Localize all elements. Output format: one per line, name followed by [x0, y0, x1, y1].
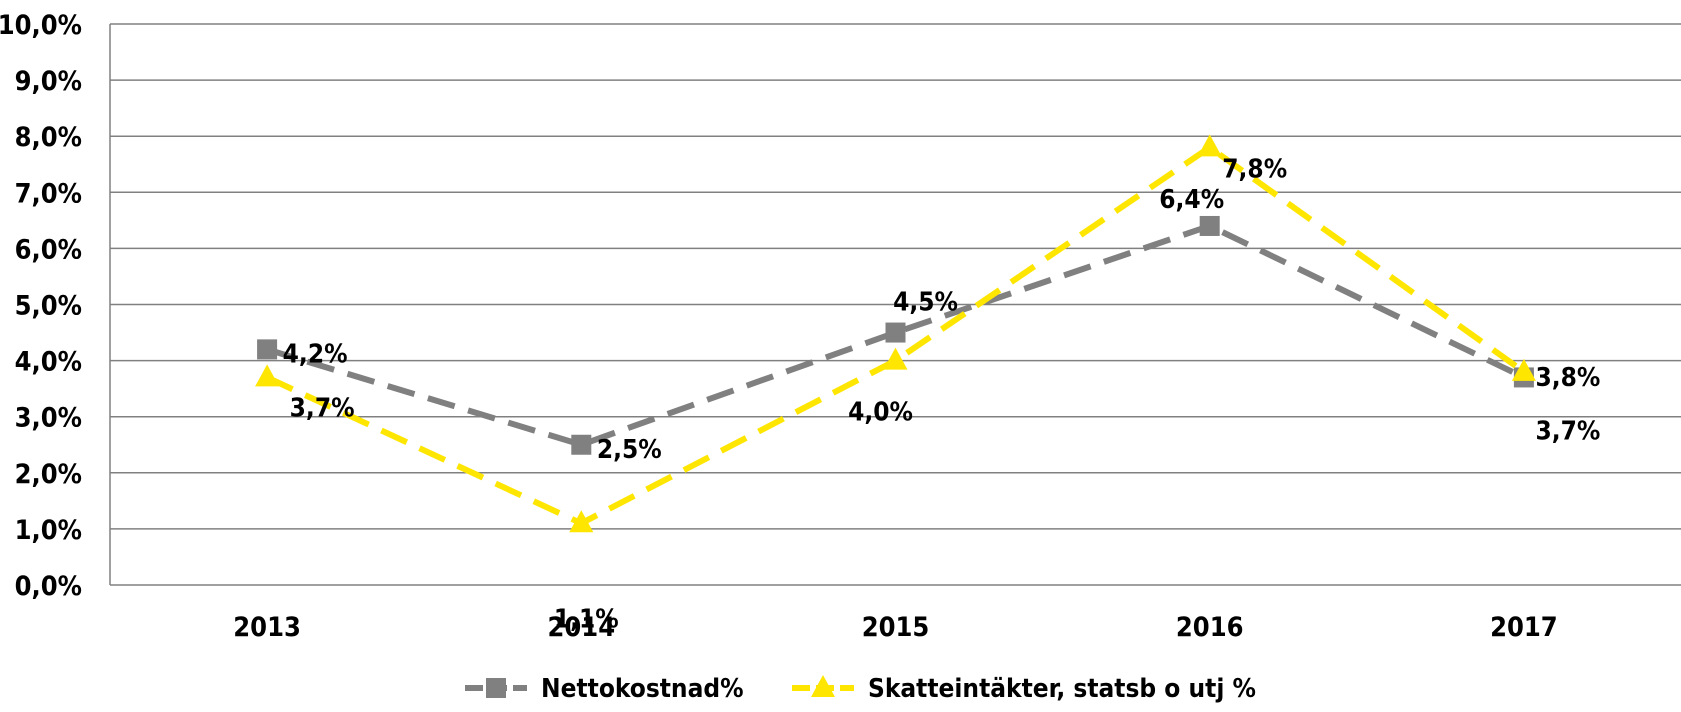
series-line-1	[265, 144, 1526, 527]
data-label: 6,4%	[1159, 185, 1224, 215]
y-tick-label: 6,0%	[15, 234, 82, 265]
data-labels: 4,2% 2,5% 4,5% 6,4% 3,7% 3,7% 1,1% 4,0% 7,8% 3,8%	[283, 154, 1601, 634]
data-point	[571, 434, 592, 455]
legend-label-1: Skatteintäkter, statsb o utj %	[868, 674, 1256, 704]
y-tick-label: 8,0%	[15, 122, 82, 153]
y-tick-label: 4,0%	[15, 347, 82, 378]
data-label: 4,2%	[283, 339, 348, 369]
data-label: 3,7%	[1535, 416, 1600, 446]
data-point	[1197, 134, 1222, 157]
series-line-0	[266, 222, 1526, 448]
y-tick-label: 9,0%	[15, 66, 82, 97]
legend: Nettokostnad% Skatteintäkter, statsb o ut…	[465, 674, 1256, 704]
x-tick-label: 2014	[547, 612, 615, 643]
series-lines	[255, 134, 1536, 533]
legend-marker-1	[811, 675, 835, 697]
data-label: 7,8%	[1222, 154, 1287, 184]
data-label: 4,0%	[848, 398, 913, 428]
data-point	[255, 364, 280, 387]
legend-label-0: Nettokostnad%	[541, 674, 744, 704]
y-tick-label: 7,0%	[15, 178, 82, 209]
data-label: 3,7%	[290, 393, 355, 423]
data-point	[569, 510, 594, 533]
x-tick-label: 2013	[233, 612, 301, 643]
axes: 0,0% 1,0% 2,0% 3,0% 4,0% 5,0% 6,0% 7,0% 8,0% 9,0%…	[0, 10, 1681, 643]
data-label: 1,1%	[554, 604, 619, 634]
data-label: 4,5%	[893, 288, 958, 318]
data-point	[257, 339, 278, 360]
y-tick-label: 0,0%	[15, 571, 82, 602]
data-point	[1199, 215, 1220, 236]
data-point	[883, 347, 908, 370]
y-tick-label: 1,0%	[15, 515, 82, 546]
y-tick-label: 5,0%	[15, 291, 82, 322]
y-tick-label: 2,0%	[15, 459, 82, 490]
y-tick-label: 10,0%	[0, 10, 82, 41]
gridlines	[110, 23, 1681, 530]
y-tick-label: 3,0%	[15, 403, 82, 434]
data-point	[1511, 358, 1536, 381]
data-label: 2,5%	[597, 435, 662, 465]
data-label: 3,8%	[1535, 363, 1600, 393]
data-point	[885, 322, 906, 343]
x-tick-label: 2017	[1490, 612, 1558, 643]
legend-marker-0	[486, 678, 506, 698]
x-tick-label: 2015	[862, 612, 930, 643]
x-tick-label: 2016	[1176, 612, 1244, 643]
